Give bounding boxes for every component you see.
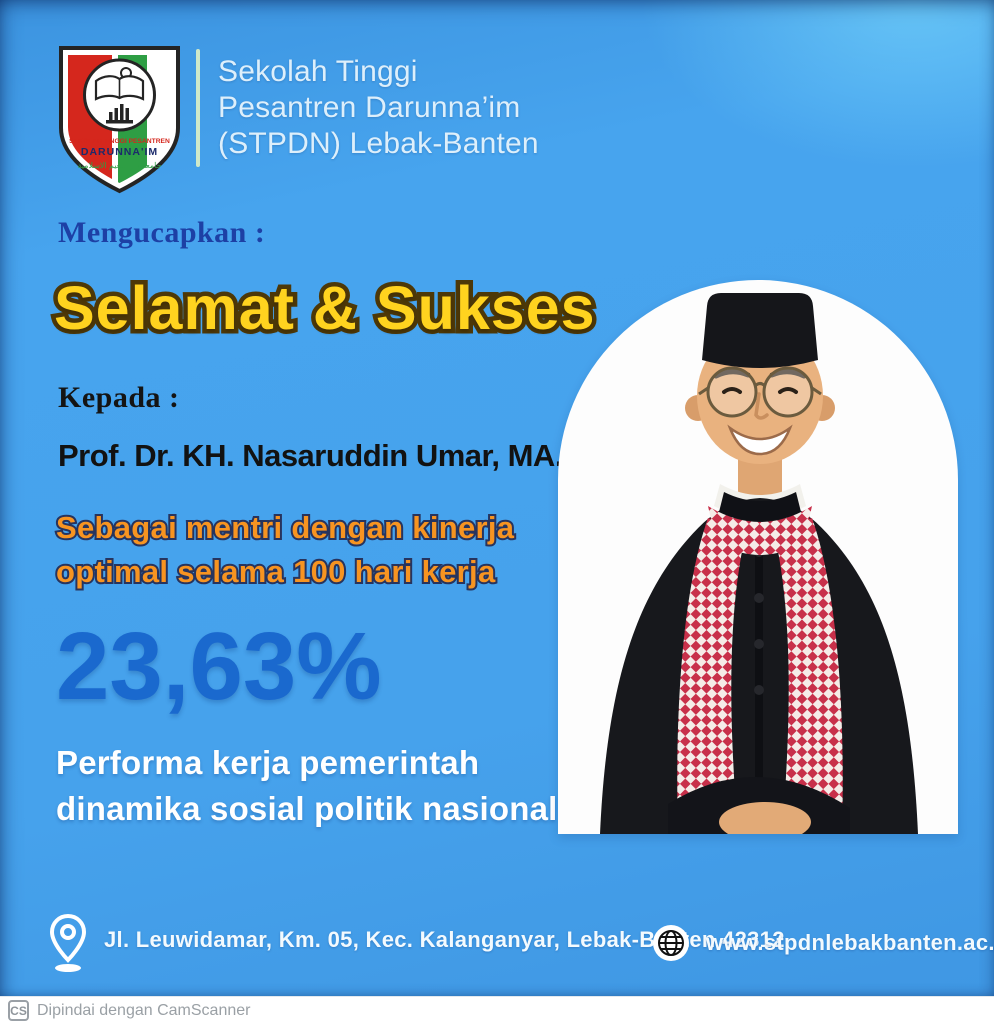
intro-label: Mengucapkan : xyxy=(58,216,266,249)
logo-band2: DARUNNA'IM xyxy=(81,146,158,158)
globe-icon xyxy=(653,925,689,961)
institution-title-line1: Sekolah Tinggi xyxy=(218,55,418,88)
kepada-label: Kepada : xyxy=(58,381,180,414)
subtitle-line1: Sebagai mentri dengan kinerja xyxy=(56,506,515,550)
camscanner-watermark: CS Dipindai dengan CamScanner xyxy=(0,996,994,1024)
location-pin-icon xyxy=(49,913,87,972)
camscanner-icon: CS xyxy=(8,1000,29,1021)
portrait-photo xyxy=(600,293,918,834)
description-line2: dinamika sosial politik nasional xyxy=(56,790,558,827)
subtitle-line2: optimal selama 100 hari kerja xyxy=(56,550,514,594)
logo-building-icon xyxy=(106,104,133,124)
poster: SEKOLAH TINGGI PESANTREN DARUNNA'IM جامع… xyxy=(0,0,994,996)
institution-title-line3: (STPDN) Lebak-Banten xyxy=(218,127,539,160)
header-divider xyxy=(196,49,200,167)
camscanner-text: Dipindai dengan CamScanner xyxy=(37,1001,251,1019)
recipient-name: Prof. Dr. KH. Nasaruddin Umar, MA. xyxy=(58,438,563,473)
stpdn-logo-icon: SEKOLAH TINGGI PESANTREN DARUNNA'IM جامع… xyxy=(59,46,180,194)
greeting-headline: Selamat & Sukses xyxy=(54,273,596,343)
description: Performa kerja pemerintah dinamika sosia… xyxy=(56,740,558,832)
logo-band1: SEKOLAH TINGGI PESANTREN xyxy=(69,138,170,145)
institution-title: Sekolah Tinggi Pesantren Darunna’im (STP… xyxy=(218,54,638,162)
website-text: www.stpdnlebakbanten.ac.id xyxy=(706,930,994,955)
portrait-frame xyxy=(558,280,958,834)
footer-website: www.stpdnlebakbanten.ac.id xyxy=(652,912,994,974)
logo-book-icon xyxy=(94,67,145,101)
subtitle: Sebagai mentri dengan kinerja optimal se… xyxy=(56,506,515,594)
institution-title-line2: Pesantren Darunna’im xyxy=(218,91,521,124)
percentage-value: 23,63% xyxy=(56,613,382,720)
logo-band3: جامعة دار النعيم الاسلامية xyxy=(77,161,161,170)
description-line1: Performa kerja pemerintah xyxy=(56,744,480,781)
